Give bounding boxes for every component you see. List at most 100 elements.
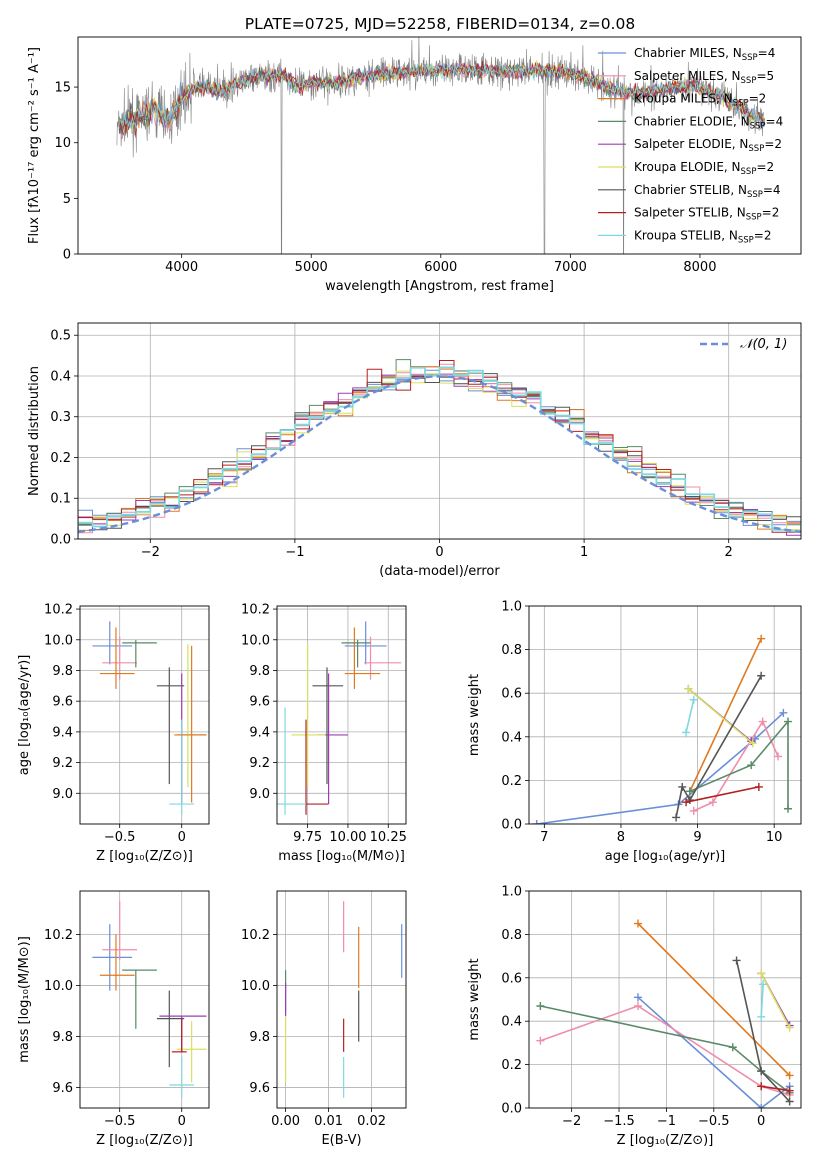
series-line-chabrier_miles (637, 996, 791, 1108)
point-marker-kroupa_elodie (757, 969, 766, 978)
y-tick-label: 9.4 (249, 725, 270, 740)
legend-subscript: SSP (746, 213, 762, 223)
series-line-kroupa_stelib (760, 984, 764, 1017)
y-axis-label: Flux [fλ10⁻¹⁷ erg cm⁻² s⁻¹ A⁻¹] (27, 47, 42, 244)
x-tick-label: 0 (435, 545, 443, 560)
series-line-chabrier_miles (536, 712, 784, 824)
x-tick-label: −2 (562, 1114, 581, 1129)
legend-label-chabrier_miles: Chabrier MILES, NSSP=4 (634, 46, 775, 63)
histogram-kroupa_stelib (78, 366, 801, 535)
axes-frame (276, 890, 407, 1109)
point-marker-chabrier_stelib (678, 782, 687, 791)
y-tick-label: 15 (54, 81, 71, 96)
x-tick-label: 8 (617, 830, 625, 845)
y-tick-label: 9.8 (249, 664, 270, 679)
x-tick-label: −0.5 (698, 1114, 730, 1129)
x-axis-label: mass [log₁₀(M/M⊙)] (278, 849, 405, 864)
point-marker-chabrier_miles (532, 820, 541, 824)
legend-label-kroupa_elodie: Kroupa ELODIE, NSSP=2 (634, 160, 774, 177)
axes-frame (528, 605, 802, 825)
y-tick-label: 0.2 (50, 451, 71, 466)
legend-subscript: SSP (733, 99, 749, 109)
axes-frame (528, 890, 802, 1109)
y-tick-label: 9.6 (52, 1081, 73, 1096)
plot-area (529, 606, 801, 824)
y-tick-label: 10.2 (44, 928, 73, 943)
model-spectrum-kroupa_stelib (119, 62, 766, 129)
y-tick-label: 0.4 (501, 1015, 522, 1030)
x-tick-label: 9.75 (293, 830, 322, 845)
panel-age-vs-mass: 9.75 10.00 10.25 9.0 9.2 9.4 9.6 9.8 10.0 10.2 mas… (241, 603, 407, 864)
plot-area (78, 323, 801, 539)
y-tick-label: 0.2 (501, 1058, 522, 1073)
y-tick-label: 0.8 (501, 928, 522, 943)
series-line-salpeter_miles (540, 1005, 790, 1096)
point-marker-kroupa_stelib (757, 1012, 766, 1021)
point-marker-chabrier_elodie (728, 1043, 737, 1052)
point-marker-chabrier_elodie (685, 787, 694, 796)
model-spectrum-salpeter_stelib (119, 60, 765, 136)
legend-suffix: =2 (762, 206, 780, 220)
series-line-chabrier_stelib (675, 675, 762, 818)
axes-frame (77, 322, 802, 540)
y-tick-label: 0.1 (50, 492, 71, 507)
point-marker-chabrier_miles (757, 1104, 766, 1108)
y-tick-label: 10 (54, 136, 71, 151)
normal-curve (78, 375, 801, 534)
point-marker-kroupa_elodie (684, 684, 693, 693)
legend-subscript: SSP (748, 144, 764, 154)
legend-subscript: SSP (750, 121, 766, 131)
point-marker-kroupa_elodie (748, 739, 757, 748)
y-tick-label: 0.5 (50, 329, 71, 344)
x-tick-label: 5000 (295, 260, 328, 275)
y-tick-label: 0 (63, 248, 71, 263)
x-tick-label: −1 (285, 545, 304, 560)
y-tick-label: 0.6 (501, 687, 522, 702)
y-tick-label: 10.2 (44, 603, 73, 618)
y-tick-label: 10.0 (241, 633, 270, 648)
point-marker-chabrier_stelib (757, 1067, 766, 1076)
x-tick-label: −0.5 (104, 1114, 136, 1129)
series-line-kroupa_elodie (760, 973, 791, 1029)
x-tick-label: 7000 (554, 260, 587, 275)
axes-frame (276, 605, 407, 825)
point-marker-chabrier_stelib (672, 813, 681, 822)
legend-suffix: =4 (763, 183, 781, 197)
x-axis-label: Z [log₁₀(Z/Z⊙)] (96, 1133, 193, 1148)
point-marker-salpeter_miles (536, 1036, 545, 1045)
legend-label-salpeter_miles: Salpeter MILES, NSSP=5 (634, 69, 774, 86)
panel-spectrum: 4000 5000 6000 7000 8000 0 5 10 15 wavelength [An… (27, 36, 802, 294)
legend-label-kroupa_stelib: Kroupa STELIB, NSSP=2 (634, 228, 772, 245)
x-axis-label: (data-model)/error (379, 564, 500, 579)
y-tick-label: 9.6 (249, 695, 270, 710)
series-line-salpeter_stelib (761, 1085, 790, 1092)
y-tick-label: 10.0 (241, 979, 270, 994)
y-tick-label: 0.0 (501, 1102, 522, 1117)
legend-suffix: =4 (758, 46, 776, 60)
point-marker-salpeter_stelib (754, 782, 763, 791)
y-tick-label: 0.8 (501, 643, 522, 658)
y-tick-label: 9.0 (52, 787, 73, 802)
point-marker-chabrier_elodie (536, 1002, 545, 1011)
y-tick-label: 9.4 (52, 725, 73, 740)
series-line-salpeter_miles (693, 719, 779, 812)
panel-mass-vs-ebv: 0.00 0.01 0.02 9.6 9.8 10.0 10.2 E(B-V) (241, 890, 407, 1148)
x-tick-label: 0.01 (314, 1114, 343, 1129)
plot-area (277, 606, 406, 824)
y-tick-label: 10.2 (241, 928, 270, 943)
y-tick-label: 0.2 (501, 774, 522, 789)
x-tick-label: 1 (580, 545, 588, 560)
spectrum-legend: Chabrier MILES, NSSP=4 Salpeter MILES, NS… (598, 46, 783, 245)
series-line-chabrier_elodie (540, 1005, 791, 1094)
y-tick-label: 1.0 (501, 885, 522, 900)
x-tick-label: 9 (693, 830, 701, 845)
legend-suffix: =5 (756, 69, 774, 83)
panel-mass-weight-vs-Z: −2 −1.5 −1 −0.5 0 0.0 0.2 0.4 0.6 0.8 1.0 Z [log₁₀(… (467, 885, 802, 1148)
legend-label-chabrier_stelib: Chabrier STELIB, NSSP=4 (634, 183, 781, 200)
y-tick-label: 5 (63, 192, 71, 207)
point-marker-chabrier_miles (779, 708, 788, 717)
axes-frame (79, 890, 210, 1109)
point-marker-kroupa_miles (757, 634, 766, 643)
